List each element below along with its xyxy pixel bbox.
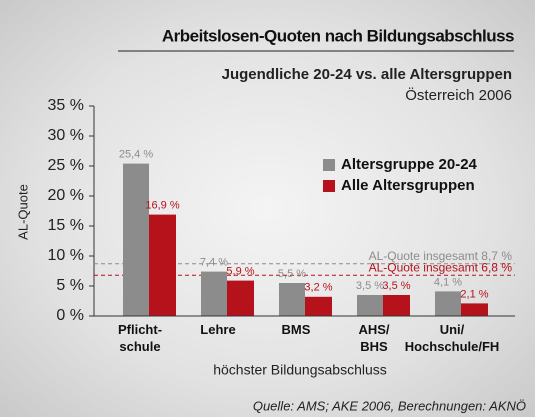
y-axis-label: AL-Quote: [15, 184, 30, 240]
x-tick-label: BMS: [281, 322, 311, 337]
x-axis-label: höchster Bildungsabschluss: [213, 362, 387, 378]
legend-label: Altersgruppe 20-24: [341, 156, 478, 173]
bar: [149, 214, 176, 316]
bar: [461, 303, 488, 316]
bar: [227, 280, 254, 316]
bar: [201, 271, 227, 316]
y-tick-label: 10 %: [48, 247, 84, 264]
y-tick-label: 15 %: [48, 217, 84, 234]
value-label: 4,1 %: [434, 276, 462, 288]
x-tick-label: Uni/ Hochschule/FH: [404, 322, 500, 354]
y-tick-label: 0 %: [56, 307, 84, 324]
bar: [305, 296, 332, 316]
value-label: 5,9 %: [226, 266, 254, 278]
value-label: 16,9 %: [145, 200, 179, 212]
chart-title: Arbeitslosen-Quoten nach Bildungsabschlu…: [162, 26, 514, 45]
value-label: 3,2 %: [304, 282, 332, 294]
legend-label: Alle Altersgruppen: [341, 177, 475, 194]
value-label: 2,1 %: [460, 288, 488, 300]
bar: [383, 295, 410, 316]
value-label: 3,5 %: [382, 280, 410, 292]
y-tick-label: 35 %: [48, 97, 84, 114]
bar: [435, 291, 461, 316]
subtitle2: Österreich 2006: [405, 86, 512, 104]
y-tick-label: 5 %: [56, 277, 84, 294]
x-tick-label: AHS/ BHS: [358, 322, 390, 354]
x-tick-label: Pflicht- schule: [117, 322, 163, 354]
y-tick-label: 25 %: [48, 157, 84, 174]
subtitle: Jugendliche 20-24 vs. alle Altersgruppen: [222, 66, 512, 83]
source: Quelle: AMS; AKE 2006, Berechnungen: AKN…: [253, 398, 526, 413]
bar: [123, 163, 149, 316]
value-label: 25,4 %: [119, 149, 153, 161]
bar: [279, 283, 305, 316]
x-tick-label: Lehre: [200, 322, 236, 337]
y-tick-label: 30 %: [48, 127, 84, 144]
y-tick-label: 20 %: [48, 187, 84, 204]
value-label: 3,5 %: [356, 280, 384, 292]
reference-label: AL-Quote insgesamt 6,8 %: [369, 260, 513, 274]
value-label: 7,4 %: [200, 257, 228, 269]
legend-swatch: [323, 159, 335, 171]
value-label: 5,5 %: [278, 268, 306, 280]
reference-label: AL-Quote insgesamt 8,7 %: [369, 249, 513, 263]
legend-swatch: [323, 180, 335, 192]
bar: [357, 295, 383, 316]
